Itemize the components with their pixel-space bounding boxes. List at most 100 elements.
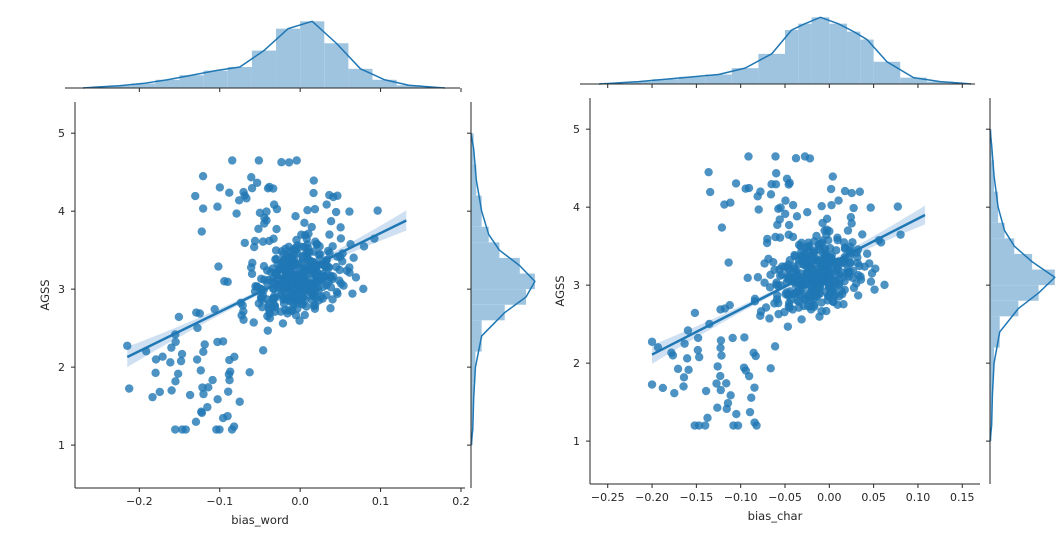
marginal-y-bar — [990, 300, 1019, 317]
scatter-point — [271, 246, 281, 255]
x-tick-label: −0.25 — [591, 491, 625, 504]
scatter-point — [828, 287, 837, 296]
scatter-point — [793, 296, 802, 305]
x-tick-label: −0.10 — [724, 491, 758, 504]
scatter-point — [826, 184, 836, 194]
scatter-point — [647, 337, 657, 346]
scatter-point — [756, 307, 766, 316]
scatter-point — [846, 242, 855, 252]
scatter-point — [328, 295, 337, 304]
scatter-point — [326, 304, 335, 313]
scatter-point — [257, 295, 266, 304]
scatter-point — [754, 205, 763, 214]
scatter-point — [213, 202, 222, 211]
scatter-point — [815, 239, 824, 249]
scatter-point — [333, 289, 342, 299]
scatter-point — [285, 282, 294, 292]
regression-line — [126, 219, 407, 359]
x-axis-label: bias_char — [748, 509, 803, 523]
marginal-y-bar — [471, 304, 505, 321]
scatter-point — [717, 223, 727, 232]
scatter-point — [193, 323, 202, 333]
scatter-point — [247, 184, 257, 193]
scatter-point — [766, 190, 776, 199]
y-tick-label: 3 — [573, 279, 580, 292]
scatter-point — [298, 252, 307, 261]
scatter-point — [855, 261, 864, 271]
scatter-point — [825, 278, 835, 287]
scatter-point — [791, 154, 801, 163]
scatter-point — [197, 407, 206, 416]
scatter-point — [862, 249, 872, 258]
scatter-point — [809, 295, 818, 304]
scatter-point — [325, 190, 334, 200]
scatter-point — [276, 307, 286, 316]
scatter-point — [265, 236, 274, 246]
scatter-point — [694, 352, 704, 362]
scatter-point — [803, 208, 812, 217]
x-tick-label: 0.0 — [291, 495, 309, 508]
marginal-y-bar — [471, 351, 476, 383]
marginal-y-bar — [471, 320, 482, 352]
scatter-point — [784, 302, 794, 311]
scatter-point — [747, 393, 756, 402]
scatter-point — [249, 242, 259, 252]
x-tick-label: −0.2 — [126, 495, 153, 508]
scatter-point — [214, 262, 223, 271]
marginal-y-bar — [990, 285, 1039, 301]
scatter-point — [166, 358, 175, 367]
scatter-point — [774, 298, 783, 308]
scatter-point — [252, 282, 262, 291]
x-tick-label: 0.05 — [861, 491, 886, 504]
scatter-point — [263, 326, 272, 335]
marginal-y-bar — [471, 289, 527, 305]
scatter-point — [848, 273, 857, 282]
scatter-point — [335, 265, 344, 275]
scatter-point — [716, 343, 725, 353]
scatter-point — [834, 196, 843, 205]
marginal-y-bar — [990, 347, 995, 379]
scatter-point — [304, 229, 313, 238]
scatter-point — [690, 308, 700, 318]
joint-axes: −0.2 −0.1 0.0 0.1 0.2 1 2 3 4 5 bias_word AGSS — [38, 102, 470, 527]
scatter-point — [847, 188, 856, 198]
marginal-x-bar — [873, 61, 901, 84]
scatter-point — [348, 289, 357, 298]
scatter-point — [242, 194, 251, 203]
marginal-y-bar — [471, 226, 489, 243]
x-axis-label: bias_word — [231, 513, 289, 527]
scatter-point — [176, 356, 186, 366]
scatter-point — [871, 264, 880, 273]
scatter-point — [198, 204, 208, 213]
marginal-x-bar — [276, 28, 301, 89]
scatter-point — [317, 292, 326, 301]
scatter-point — [264, 303, 273, 312]
scatter-point — [717, 351, 726, 360]
scatter-point — [192, 355, 202, 364]
scatter-point — [815, 272, 825, 281]
scatter-point — [823, 266, 833, 276]
scatter-point — [174, 312, 184, 322]
scatter-point — [744, 152, 753, 161]
scatter-point — [776, 203, 785, 212]
scatter-point — [277, 158, 286, 167]
scatter-point — [271, 293, 280, 303]
scatter-point — [679, 373, 689, 382]
scatter-point — [783, 322, 793, 331]
scatter-point — [373, 206, 382, 215]
scatter-point — [199, 389, 208, 399]
scatter-point — [822, 225, 832, 234]
scatter-point — [647, 380, 657, 389]
scatter-point — [148, 392, 157, 402]
marginal-y-bar — [990, 129, 992, 161]
scatter-point — [310, 204, 320, 214]
y-tick-label: 3 — [58, 283, 65, 296]
scatter-point — [827, 253, 836, 263]
scatter-point — [323, 246, 333, 256]
scatter-point — [278, 319, 288, 328]
scatter-point — [255, 208, 265, 217]
y-tick-label: 5 — [58, 127, 65, 140]
scatter-point — [245, 368, 254, 377]
scatter-point — [704, 167, 713, 177]
scatter-point — [843, 268, 853, 277]
